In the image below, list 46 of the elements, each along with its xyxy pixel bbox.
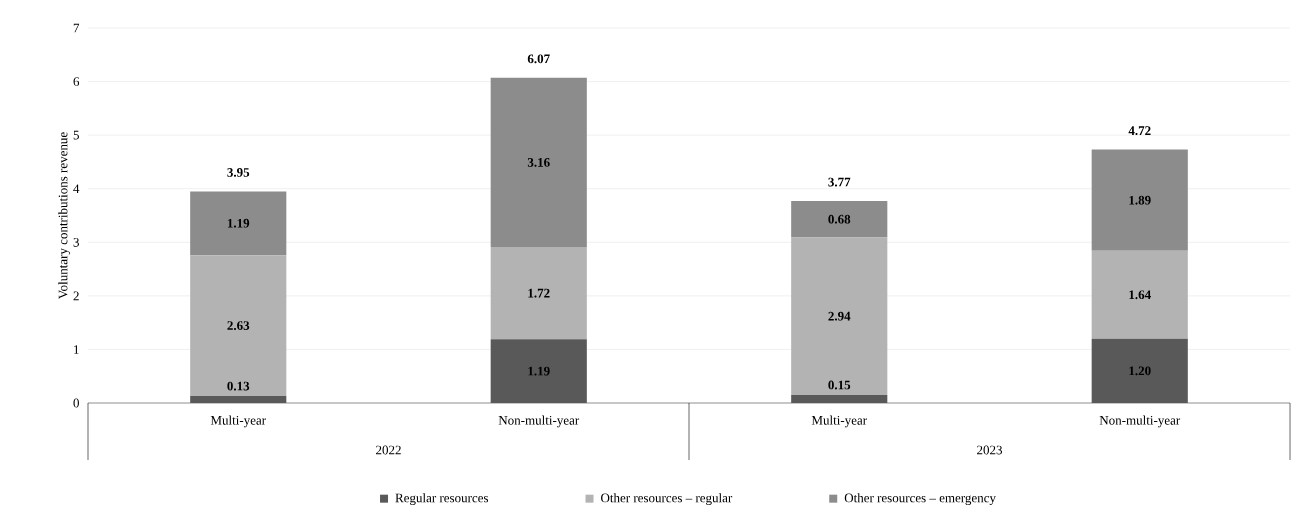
bar	[190, 396, 287, 403]
data-label: 2.94	[828, 311, 851, 321]
y-axis-title: Voluntary contributions revenue	[58, 132, 71, 299]
bar	[1091, 149, 1188, 251]
total-label: 3.95	[227, 168, 250, 177]
data-label: 1.19	[528, 366, 550, 376]
data-label: 1.19	[227, 218, 250, 228]
y-tick-label: 1	[74, 345, 79, 354]
data-label: 1.89	[1129, 195, 1151, 205]
data-label: 3.16	[527, 158, 550, 167]
x-tick-label: Multi-year	[811, 415, 867, 428]
data-label: 0.68	[828, 214, 851, 224]
bar	[791, 201, 888, 238]
y-tick-label: 7	[73, 23, 80, 33]
legend-label: Regular resources	[395, 493, 489, 506]
text: 2023	[977, 445, 1003, 455]
data-label: 1.64	[1129, 290, 1151, 300]
x-tick-label: Non-multi-year	[1099, 415, 1181, 428]
legend-label: Other resources – regular	[601, 493, 733, 506]
bar	[190, 255, 287, 397]
bar	[490, 77, 587, 248]
bar	[490, 339, 587, 403]
data-label: 1.72	[528, 288, 550, 298]
bar	[791, 237, 888, 395]
y-tick-label: 6	[73, 77, 80, 86]
total-label: 6.07	[527, 54, 550, 64]
total-label: 3.77	[828, 177, 851, 187]
data-label: 0.15	[828, 380, 851, 390]
data-label: 0.13	[227, 381, 250, 391]
y-tick-label: 0	[73, 398, 79, 408]
x-tick-label: Multi-year	[210, 415, 266, 428]
data-label: 1.20	[1129, 366, 1151, 376]
y-tick-label: 5	[73, 130, 79, 140]
legend-label: Other resources – emergency	[844, 493, 996, 506]
y-tick-label: 4	[73, 184, 80, 193]
data-label: 2.63	[227, 321, 250, 330]
y-tick-label: 2	[73, 291, 79, 301]
bar	[490, 247, 587, 340]
total-label: 4.72	[1128, 126, 1151, 136]
bar	[1091, 338, 1188, 403]
text: 2022	[376, 445, 401, 455]
x-tick-label: Non-multi-year	[498, 415, 580, 428]
bar	[1091, 250, 1188, 339]
y-tick-label: 3	[73, 237, 79, 247]
bar	[791, 394, 888, 403]
bar	[190, 191, 287, 256]
